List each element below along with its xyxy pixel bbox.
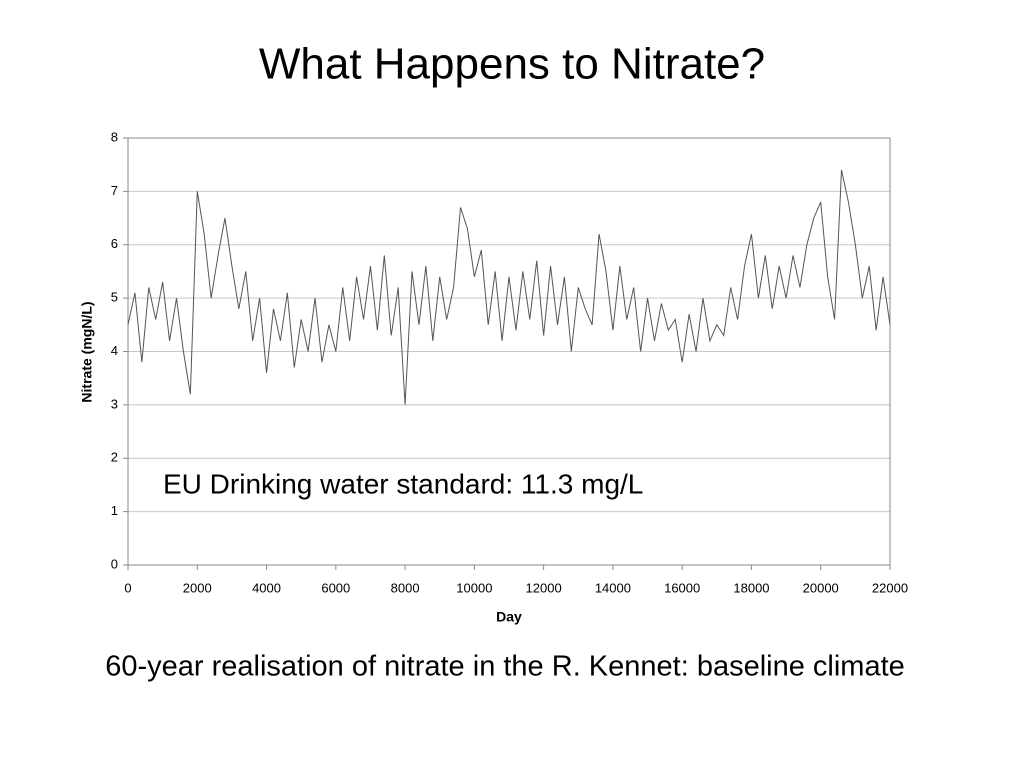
slide-title: What Happens to Nitrate? — [259, 40, 765, 89]
x-tick-label: 2000 — [183, 580, 212, 595]
y-tick-label: 5 — [111, 290, 118, 305]
x-tick-label: 0 — [124, 580, 131, 595]
y-tick-label: 0 — [111, 556, 118, 571]
x-tick-label: 12000 — [526, 580, 562, 595]
x-tick-label: 22000 — [872, 580, 908, 595]
x-tick-label: 8000 — [391, 580, 420, 595]
y-tick-label: 7 — [111, 183, 118, 198]
x-axis-label: Day — [496, 609, 522, 625]
x-tick-label: 4000 — [252, 580, 281, 595]
y-tick-label: 3 — [111, 396, 118, 411]
x-tick-label: 18000 — [733, 580, 769, 595]
x-tick-label: 6000 — [321, 580, 350, 595]
annotation: EU Drinking water standard: 11.3 mg/L — [163, 468, 643, 499]
x-tick-label: 14000 — [595, 580, 631, 595]
data-line — [127, 169, 891, 405]
plot-frame — [127, 137, 891, 566]
y-tick-label: 1 — [111, 503, 118, 518]
x-tick-label: 20000 — [803, 580, 839, 595]
x-tick-label: 10000 — [456, 580, 492, 595]
y-tick-label: 8 — [111, 129, 118, 144]
caption: 60-year realisation of nitrate in the R.… — [105, 651, 905, 683]
y-tick-label: 2 — [111, 450, 118, 465]
y-tick-label: 4 — [111, 343, 118, 358]
y-tick-label: 6 — [111, 236, 118, 251]
y-axis-label: Nitrate (mgN/L) — [79, 301, 95, 402]
x-tick-label: 16000 — [664, 580, 700, 595]
